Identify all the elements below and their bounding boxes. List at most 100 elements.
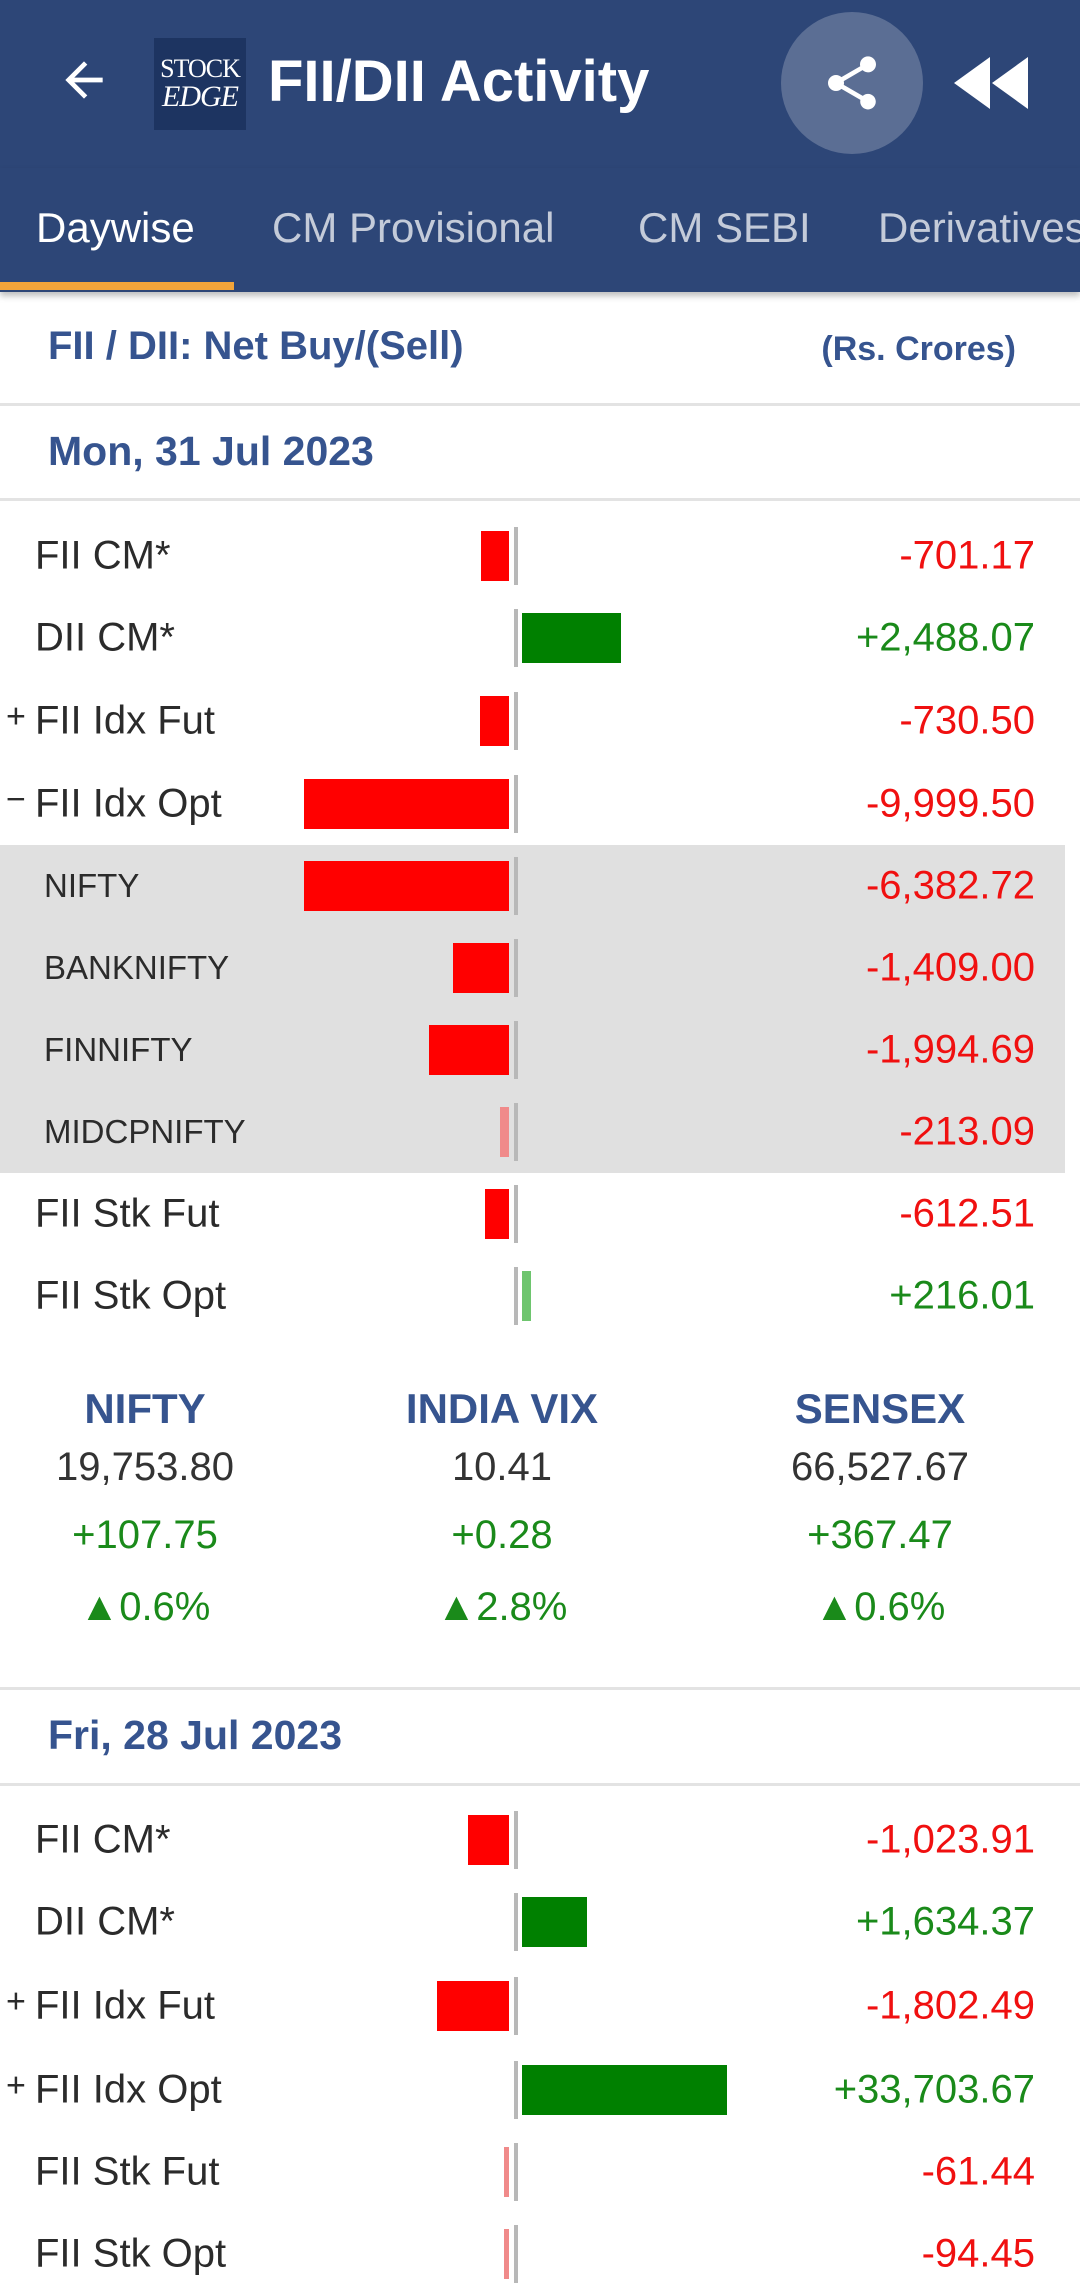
index-change: +367.47 — [807, 1513, 953, 1557]
tab-cm-provisional[interactable]: CM Provisional — [272, 204, 555, 251]
index-india-vix[interactable]: INDIA VIX 10.41 +0.28 ▲2.8% — [337, 1385, 667, 1630]
bar-axis — [514, 857, 518, 915]
date-header: Fri, 28 Jul 2023 — [0, 1690, 1080, 1786]
table-row[interactable]: + FII Idx Fut -1,802.49 — [0, 1963, 1065, 2049]
tab-daywise[interactable]: Daywise — [36, 204, 195, 251]
table-row[interactable]: + FII Idx Fut -730.50 — [0, 679, 1065, 763]
index-sensex[interactable]: SENSEX 66,527.67 +367.47 ▲0.6% — [715, 1385, 1045, 1630]
back-button[interactable] — [48, 44, 120, 116]
index-value: 66,527.67 — [791, 1445, 969, 1489]
tab-cm-sebi[interactable]: CM SEBI — [638, 204, 811, 251]
index-percent: ▲0.6% — [79, 1585, 211, 1629]
table-row: FII Stk Opt +216.01 — [0, 1255, 1065, 1337]
sub-table-row: NIFTY -6,382.72 — [0, 845, 1065, 927]
table-row: DII CM* +2,488.07 — [0, 597, 1065, 679]
bar-axis — [514, 1267, 518, 1325]
negative-bar — [304, 779, 509, 829]
bar-axis — [514, 609, 518, 667]
row-value: +1,634.37 — [855, 1899, 1035, 1944]
summary-title: FII / DII: Net Buy/(Sell) — [48, 324, 464, 368]
negative-bar — [479, 696, 509, 746]
row-label: FII Idx Opt — [35, 2067, 222, 2112]
tab-indicator — [0, 282, 234, 290]
table-row: FII CM* -701.17 — [0, 515, 1065, 597]
sub-table-row: BANKNIFTY -1,409.00 — [0, 927, 1065, 1009]
index-percent: ▲2.8% — [436, 1585, 568, 1629]
negative-bar — [484, 1189, 509, 1239]
rewind-icon — [954, 57, 1028, 109]
row-label: DII CM* — [35, 615, 175, 660]
tab-bar: Daywise CM Provisional CM SEBI Derivativ… — [0, 168, 1080, 292]
date-label: Mon, 31 Jul 2023 — [48, 428, 374, 474]
negative-bar — [504, 2147, 509, 2197]
market-indices: NIFTY 19,753.80 +107.75 ▲0.6% INDIA VIX … — [0, 1385, 1080, 1690]
table-row[interactable]: − FII Idx Opt -9,999.50 — [0, 763, 1065, 845]
table-row: FII Stk Opt -94.45 — [0, 2213, 1065, 2293]
units-label: (Rs. Crores) — [821, 330, 1016, 368]
index-nifty[interactable]: NIFTY 19,753.80 +107.75 ▲0.6% — [0, 1385, 310, 1630]
row-value: -213.09 — [899, 1109, 1035, 1154]
row-value: -1,994.69 — [865, 1027, 1035, 1072]
row-label: FII Stk Fut — [35, 1191, 220, 1236]
row-label: FII CM* — [35, 533, 171, 578]
row-label: FII Idx Opt — [35, 781, 222, 826]
expand-icon[interactable]: + — [6, 2066, 26, 2105]
row-label: FINNIFTY — [44, 1031, 193, 1068]
tab-derivatives[interactable]: Derivatives — [878, 204, 1080, 251]
rewind-button[interactable] — [952, 50, 1032, 116]
negative-bar — [500, 1107, 509, 1157]
positive-bar — [522, 613, 622, 663]
bar-axis — [514, 1103, 518, 1161]
bar-axis — [514, 1977, 518, 2035]
row-value: -1,409.00 — [865, 945, 1035, 990]
summary-header: FII / DII: Net Buy/(Sell) (Rs. Crores) — [0, 292, 1080, 406]
sub-table-row: FINNIFTY -1,994.69 — [0, 1009, 1065, 1091]
row-label: FII Idx Fut — [35, 1983, 216, 2028]
collapse-icon[interactable]: − — [6, 780, 26, 819]
row-label: FII Stk Fut — [35, 2149, 220, 2194]
table-row: FII CM* -1,023.91 — [0, 1799, 1065, 1881]
row-label: MIDCPNIFTY — [44, 1113, 246, 1150]
row-label: FII Stk Opt — [35, 1273, 227, 1318]
app-bar: STOCK EDGE FII/DII Activity — [0, 0, 1080, 168]
row-label: FII CM* — [35, 1817, 171, 1862]
negative-bar — [480, 531, 509, 581]
table-row: DII CM* +1,634.37 — [0, 1881, 1065, 1963]
page-title: FII/DII Activity — [268, 49, 650, 114]
bar-axis — [514, 2143, 518, 2201]
row-label: FII Stk Opt — [35, 2231, 227, 2276]
table-row[interactable]: + FII Idx Opt +33,703.67 — [0, 2049, 1065, 2131]
row-label: NIFTY — [44, 867, 140, 904]
row-value: -6,382.72 — [865, 863, 1035, 908]
row-label: DII CM* — [35, 1899, 175, 1944]
index-name: NIFTY — [84, 1385, 206, 1432]
bar-axis — [514, 2225, 518, 2283]
index-name: SENSEX — [794, 1385, 966, 1432]
bar-axis — [514, 2061, 518, 2119]
expand-icon[interactable]: + — [6, 697, 26, 736]
share-icon — [828, 56, 876, 110]
negative-bar — [304, 861, 509, 911]
bar-axis — [514, 775, 518, 833]
bar-axis — [514, 527, 518, 585]
sub-table-row: MIDCPNIFTY -213.09 — [0, 1091, 1065, 1173]
negative-bar — [429, 1025, 509, 1075]
bar-axis — [514, 1021, 518, 1079]
negative-bar — [452, 943, 509, 993]
row-value: -1,802.49 — [865, 1983, 1035, 2028]
row-value: -1,023.91 — [865, 1817, 1035, 1862]
negative-bar — [468, 1815, 509, 1865]
negative-bar — [436, 1981, 509, 2031]
bar-axis — [514, 1811, 518, 1869]
share-button[interactable] — [781, 12, 923, 154]
positive-bar — [522, 2065, 727, 2115]
expand-icon[interactable]: + — [6, 1982, 26, 2021]
index-value: 19,753.80 — [56, 1445, 234, 1489]
row-value: -9,999.50 — [865, 781, 1035, 826]
negative-bar — [504, 2229, 509, 2279]
table-row: FII Stk Fut -612.51 — [0, 1173, 1065, 1255]
index-value: 10.41 — [451, 1445, 553, 1489]
positive-bar — [522, 1897, 588, 1947]
row-value: -61.44 — [921, 2149, 1035, 2194]
date-header: Mon, 31 Jul 2023 — [0, 406, 1080, 501]
